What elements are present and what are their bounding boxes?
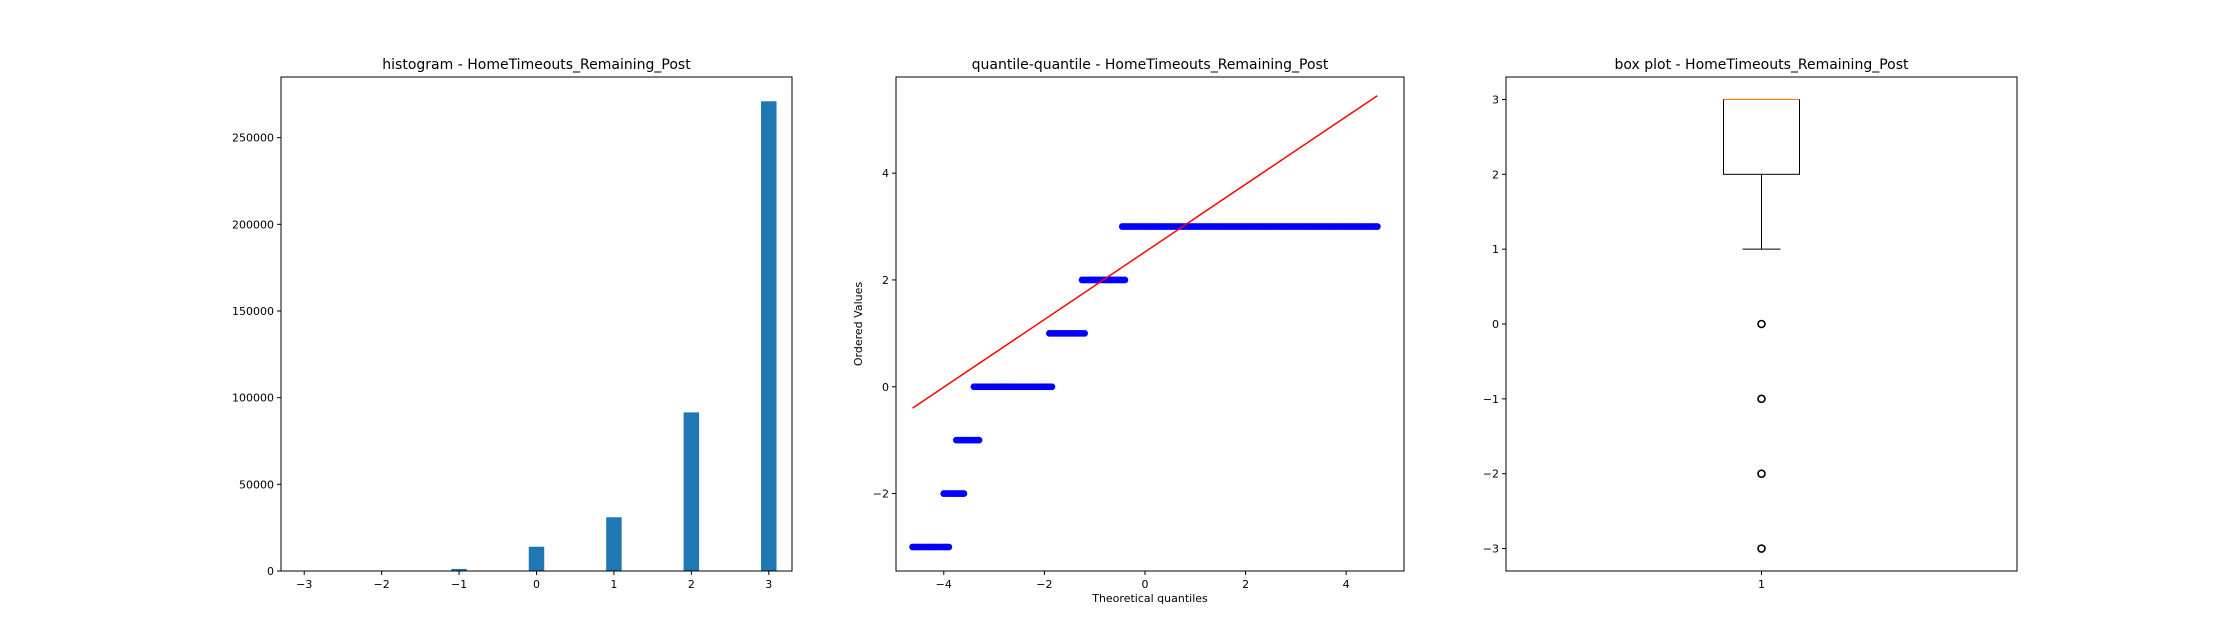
chart-title: histogram - HomeTimeouts_Remaining_Post [382,57,691,73]
histogram-bar [528,546,545,571]
y-tick-label: −2 [873,488,889,501]
qq-point [960,490,968,497]
y-tick-label: 4 [882,167,889,180]
y-tick-label: 150000 [232,305,274,318]
x-tick-label: 2 [1242,578,1249,591]
histogram-bar [683,412,700,571]
y-tick-label: −3 [1483,543,1499,556]
y-tick-label: 0 [1492,318,1499,331]
qq-point [945,543,953,551]
axes-frame [1505,76,2018,572]
qq-point [1048,383,1056,391]
y-tick-label: −1 [1483,393,1499,406]
box-outlier [1757,544,1766,553]
y-tick-label: 200000 [232,218,274,231]
qq-point [1081,329,1089,337]
axes-frame [895,76,1405,572]
y-tick-label: 2 [882,274,889,287]
chart-panel-1: histogram - HomeTimeouts_Remaining_Post −… [232,57,793,591]
chart-panel-2: quantile-quantile - HomeTimeouts_Remaini… [852,57,1405,605]
x-tick-label: −2 [374,578,390,591]
chart-title: quantile-quantile - HomeTimeouts_Remaini… [972,57,1329,73]
x-tick-label: 1 [1758,578,1765,591]
box-iqr [1723,98,1800,175]
x-tick-label: −3 [296,578,312,591]
x-tick-label: 3 [765,578,772,591]
axes-frame [280,76,793,572]
chart-title: box plot - HomeTimeouts_Remaining_Post [1615,57,1910,73]
y-tick-label: 100000 [232,392,274,405]
histogram-bar [606,517,622,571]
histogram-bar [761,101,777,572]
x-tick-label: 0 [1141,578,1148,591]
histogram-bar [451,568,467,571]
box-outlier [1757,394,1766,404]
y-tick-label: 250000 [232,132,274,145]
x-axis-label: Theoretical quantiles [1091,592,1208,605]
x-tick-label: −1 [451,578,467,591]
qq-fit-line [912,95,1378,409]
x-tick-label: 2 [688,578,695,591]
x-tick-label: 1 [610,578,617,591]
box-outlier [1757,319,1766,329]
box-outlier [1757,469,1766,478]
chart-panel-3: box plot - HomeTimeouts_Remaining_Post 1 −… [1483,57,2018,591]
y-tick-label: 50000 [239,478,274,491]
x-tick-label: 4 [1343,578,1350,591]
y-tick-label: −2 [1483,468,1499,481]
y-axis-label: Ordered Values [852,282,865,366]
x-tick-label: 0 [533,578,540,591]
y-tick-label: 0 [267,565,274,578]
y-tick-label: 0 [882,381,889,394]
y-tick-label: 3 [1492,93,1499,106]
x-tick-label: −4 [936,578,952,591]
x-tick-label: −2 [1036,578,1052,591]
y-tick-label: 1 [1492,243,1499,256]
y-tick-label: 2 [1492,168,1499,181]
qq-point [975,436,983,444]
qq-point [1121,276,1129,284]
qq-point [1373,223,1381,230]
